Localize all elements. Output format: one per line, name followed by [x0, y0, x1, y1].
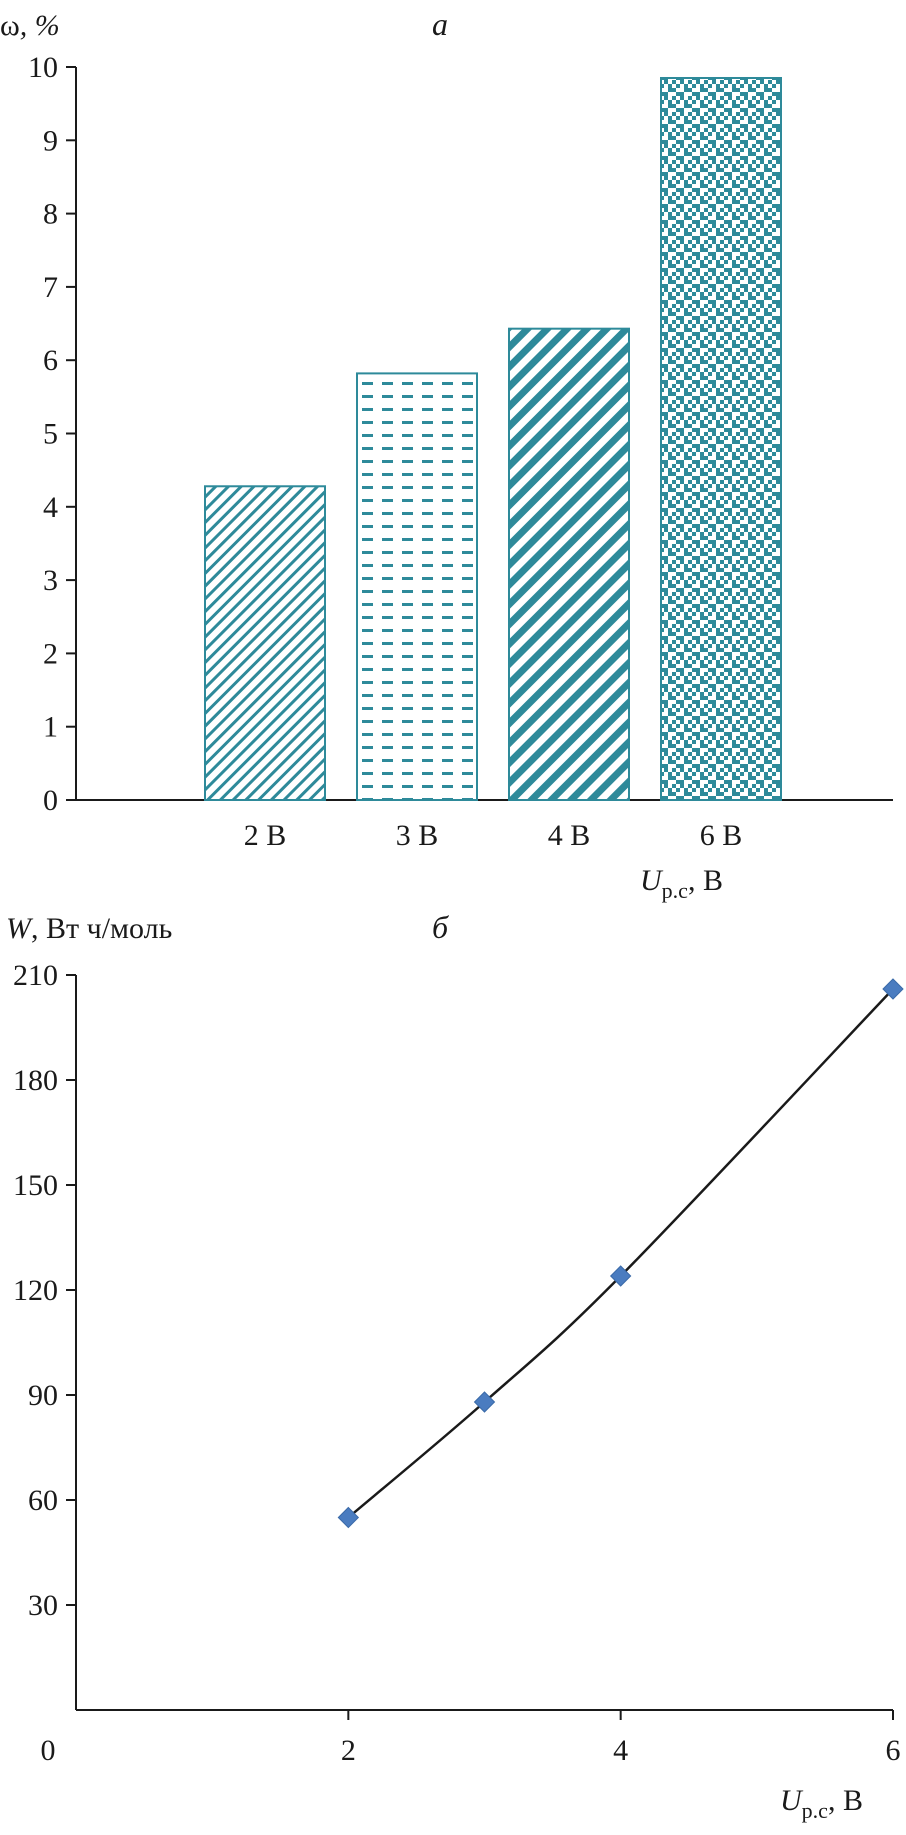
panel-a-x-tick-label: 3 В [396, 819, 439, 852]
panel-b-y-tick-label: 90 [28, 1379, 58, 1412]
panel-a-y-tick-label: 2 [43, 637, 58, 670]
panel-a-y-tick-label: 8 [43, 198, 58, 231]
bar-4 [660, 76, 782, 802]
panel-a-bar-chart: ω, % а 0 1 2 3 4 5 6 7 8 9 10 2 В 3 В 4 В 6 В Uр.с, В [0, 6, 893, 903]
panel-a-y-tick-label: 1 [43, 711, 58, 744]
panel-b-data-point [882, 978, 904, 1000]
panel-b-line-chart: W, Вт ч/моль б 30 60 90 120 150 180 210 0 2 4 6 U… [6, 909, 904, 1823]
bar-3 [508, 327, 630, 801]
panel-a-y-axis-title: ω, % [0, 9, 60, 42]
panel-b-data-point [609, 1265, 632, 1287]
panel-b-x-axis-title: Uр.с, В [780, 1784, 863, 1823]
bar-2 [356, 372, 478, 801]
panel-a-y-tick-label: 0 [43, 784, 58, 817]
panel-a-label: а [432, 6, 448, 42]
panel-a-x-tick-label: 6 В [700, 819, 743, 852]
panel-a-x-tick-label: 2 В [244, 819, 287, 852]
panel-b-y-axis-title: W, Вт ч/моль [6, 912, 172, 945]
panel-b-y-tick-label: 150 [13, 1169, 58, 1202]
panel-b-x-tick-label: 6 [886, 1734, 901, 1767]
panel-b-y-tick-label: 30 [28, 1589, 58, 1622]
panel-a-x-tick-label: 4 В [548, 819, 591, 852]
panel-b-label: б [432, 909, 449, 945]
panel-b-data-point [473, 1391, 496, 1413]
bar-1 [204, 485, 326, 801]
panel-b-x-tick-label: 4 [613, 1734, 628, 1767]
panel-a-y-tick-label: 5 [43, 418, 58, 451]
panel-b-y-tick-label: 180 [13, 1064, 58, 1097]
panel-b-y-tick-label: 210 [13, 959, 58, 992]
panel-a-y-tick-label: 10 [28, 51, 58, 84]
panel-b-y-tick-label: 60 [28, 1484, 58, 1517]
panel-a-y-tick-label: 7 [43, 271, 58, 304]
panel-b-x-tick-label: 2 [341, 1734, 356, 1767]
panel-a-y-tick-label: 6 [43, 344, 58, 377]
panel-b-y-tick-label: 120 [13, 1274, 58, 1307]
panel-a-x-axis-title: Uр.с, В [640, 864, 723, 903]
panel-b-series-line [347, 988, 894, 1519]
panel-b-x-tick-label: 0 [41, 1734, 56, 1767]
panel-a-y-tick-label: 3 [43, 564, 58, 597]
panel-a-y-tick-label: 4 [43, 491, 58, 524]
panel-a-y-tick-label: 9 [43, 124, 58, 157]
panel-b-data-point [337, 1506, 360, 1529]
